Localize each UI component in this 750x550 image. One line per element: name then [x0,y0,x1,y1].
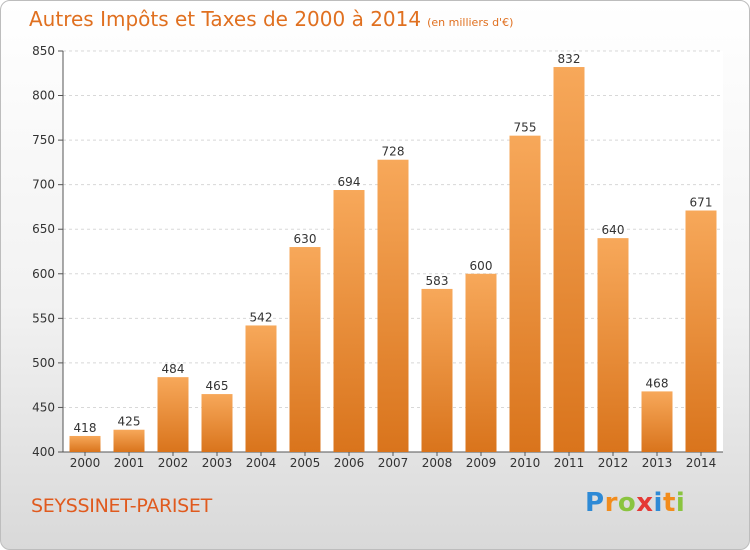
logo-letter: r [604,488,618,518]
logo-letter: P [585,488,605,518]
bar-value-label: 484 [162,362,185,376]
bar [685,210,717,452]
chart-subtitle: (en milliers d'€) [427,16,514,29]
bar [69,435,101,452]
y-tick-label: 400 [32,445,55,459]
bar [245,325,277,452]
x-tick-label: 2005 [290,456,321,470]
x-tick-label: 2014 [686,456,717,470]
y-tick-label: 450 [32,400,55,414]
y-tick-label: 650 [32,222,55,236]
proxiti-logo: Proxiti [585,488,685,518]
logo-letter: x [636,488,654,518]
bar-value-label: 755 [514,121,537,135]
y-tick-label: 750 [32,133,55,147]
y-tick-label: 800 [32,89,55,103]
bar-value-label: 640 [602,223,625,237]
x-tick-label: 2004 [246,456,277,470]
bar [597,238,629,452]
bar-value-label: 542 [250,310,273,324]
bar-value-label: 694 [338,175,361,189]
bar-value-label: 671 [690,196,713,210]
bar-value-label: 832 [558,52,581,66]
x-tick-label: 2011 [554,456,585,470]
x-tick-label: 2002 [158,456,189,470]
chart-title-text: Autres Impôts et Taxes de 2000 à 2014 [29,7,422,31]
logo-letter: i [653,488,663,518]
bar-value-label: 600 [470,259,493,273]
x-tick-label: 2003 [202,456,233,470]
y-tick-label: 500 [32,356,55,370]
bar [201,394,233,452]
x-tick-label: 2009 [466,456,497,470]
x-tick-label: 2000 [70,456,101,470]
bar [157,377,189,452]
bar [465,273,497,452]
y-tick-label: 700 [32,178,55,192]
x-tick-label: 2013 [642,456,673,470]
y-tick-label: 600 [32,267,55,281]
x-tick-label: 2012 [598,456,629,470]
bar-value-label: 418 [74,421,97,435]
bar-value-label: 630 [294,232,317,246]
bar-value-label: 425 [118,415,141,429]
bar [553,67,585,452]
x-tick-label: 2008 [422,456,453,470]
bar-value-label: 465 [206,379,229,393]
bar [421,288,453,452]
bar-value-label: 583 [426,274,449,288]
x-tick-label: 2007 [378,456,409,470]
y-tick-label: 850 [32,44,55,58]
bar-value-label: 728 [382,145,405,159]
bar [289,247,321,452]
logo-letter: t [662,488,676,518]
y-tick-label: 550 [32,311,55,325]
x-tick-label: 2001 [114,456,145,470]
bar [641,391,673,452]
bar [113,429,145,452]
city-name: SEYSSINET-PARISET [31,495,212,517]
chart-title: Autres Impôts et Taxes de 2000 à 2014 (en… [29,7,513,31]
x-tick-label: 2006 [334,456,365,470]
bar [377,159,409,452]
bar [509,135,541,452]
logo-letter: i [675,488,686,518]
bar-value-label: 468 [646,376,669,390]
logo-letter: o [617,488,637,518]
x-tick-label: 2010 [510,456,541,470]
bar [333,190,365,452]
